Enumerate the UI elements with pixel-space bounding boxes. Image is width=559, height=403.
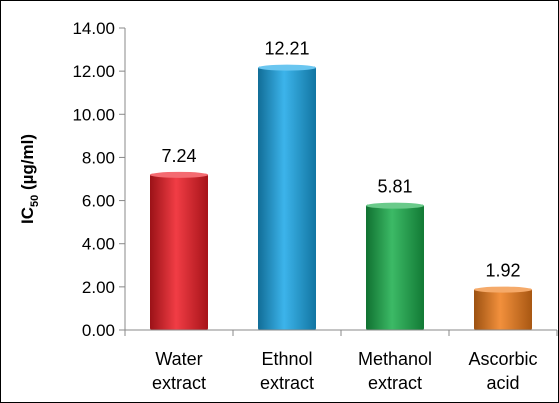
data-label: 7.24 — [161, 146, 196, 166]
y-tick-label: 4.00 — [82, 235, 115, 254]
bar — [474, 288, 532, 330]
category-label: Ascorbic acid — [468, 349, 537, 393]
y-tick-label: 14.00 — [72, 19, 115, 38]
category-label: Water extract — [152, 349, 206, 393]
y-tick-label: 12.00 — [72, 62, 115, 81]
bars — [150, 64, 532, 330]
bar — [366, 204, 424, 330]
data-label: 1.92 — [485, 261, 520, 281]
axes — [119, 28, 558, 336]
y-axis-ticks: 0.00 2.00 4.00 6.00 8.00 10.00 12.00 14.00 — [72, 19, 125, 340]
bar-cap — [258, 64, 316, 71]
bar-cap — [474, 286, 532, 293]
category-label: Methanol extract — [358, 349, 432, 393]
y-tick-label: 6.00 — [82, 192, 115, 211]
y-tick-label: 0.00 — [82, 321, 115, 340]
category-label: Ethnol extract — [260, 349, 314, 393]
y-tick-label: 10.00 — [72, 105, 115, 124]
category-labels: Water extract Ethnol extract Methanol extract… — [152, 349, 538, 393]
y-axis-title: IC50 (µg/ml) — [18, 134, 41, 224]
y-tick-label: 2.00 — [82, 278, 115, 297]
bar-cap — [150, 171, 208, 178]
y-axis-label: IC50 (µg/ml) — [18, 134, 41, 224]
data-label: 12.21 — [264, 39, 309, 59]
bar-cap — [366, 202, 424, 209]
bar — [258, 66, 316, 330]
bar — [150, 173, 208, 330]
y-tick-label: 8.00 — [82, 148, 115, 167]
data-labels: 7.24 12.21 5.81 1.92 — [161, 39, 520, 281]
data-label: 5.81 — [377, 177, 412, 197]
